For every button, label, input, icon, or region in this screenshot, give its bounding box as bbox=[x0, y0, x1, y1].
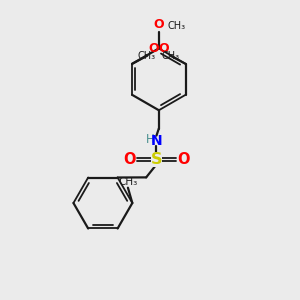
Text: N: N bbox=[151, 134, 162, 148]
Text: CH₃: CH₃ bbox=[161, 51, 180, 61]
Text: CH₃: CH₃ bbox=[118, 176, 137, 187]
Text: H: H bbox=[146, 133, 154, 146]
Text: CH₃: CH₃ bbox=[137, 51, 156, 61]
Text: O: O bbox=[159, 42, 170, 55]
Text: S: S bbox=[151, 152, 162, 166]
Text: CH₃: CH₃ bbox=[167, 21, 185, 31]
Text: O: O bbox=[148, 42, 159, 55]
Text: O: O bbox=[177, 152, 189, 166]
Text: O: O bbox=[154, 18, 164, 31]
Text: O: O bbox=[124, 152, 136, 166]
